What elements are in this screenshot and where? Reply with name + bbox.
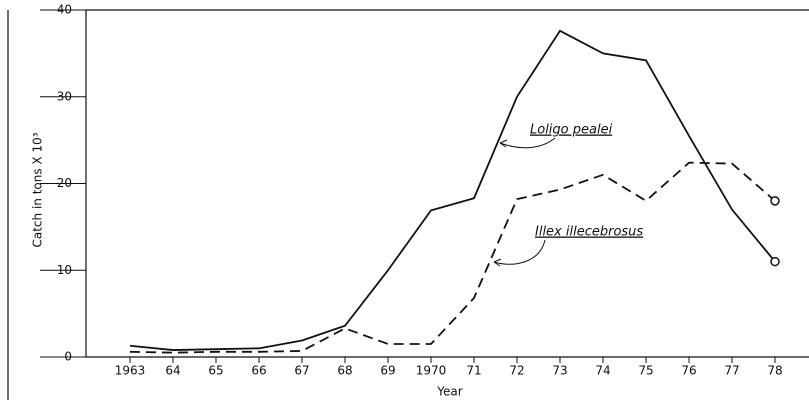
x-tick-label: 65 (208, 364, 223, 378)
end-marker (770, 256, 780, 267)
x-tick-label: 71 (466, 364, 481, 378)
y-tick-label: 0 (64, 350, 72, 364)
x-tick-label: 68 (337, 364, 352, 378)
annotation-arrow-head (493, 258, 502, 267)
x-tick-label: 66 (251, 364, 266, 378)
annotation-arrow (493, 239, 546, 265)
x-tick-label: 72 (509, 364, 524, 378)
y-tick-label: 10 (57, 263, 72, 277)
series-line (129, 29, 776, 351)
y-tick-label: 20 (57, 176, 72, 190)
annotation-arrow (499, 137, 556, 149)
x-tick-label: 69 (380, 364, 395, 378)
series-annotation: Illex illecebrosus (535, 225, 643, 240)
y-tick-label: 40 (57, 3, 72, 17)
series-line (129, 161, 776, 354)
x-tick-label: 67 (294, 364, 309, 378)
x-tick-label: 73 (552, 364, 567, 378)
x-axis-label: Year (436, 385, 462, 399)
x-tick-label: 76 (681, 364, 696, 378)
y-tick-label: 30 (57, 89, 72, 103)
end-marker (770, 196, 780, 206)
x-tick-label: 77 (724, 364, 739, 378)
x-tick-label: 1963 (115, 364, 146, 378)
x-tick-label: 78 (767, 364, 782, 378)
series-annotation: Loligo pealei (530, 123, 613, 138)
x-tick-label: 1970 (416, 364, 447, 378)
annotation-arrow-head (499, 139, 508, 148)
x-tick-label: 75 (638, 364, 653, 378)
y-axis-label: Catch in tons X 10³ (31, 132, 45, 247)
x-tick-label: 74 (595, 364, 610, 378)
x-tick-label: 64 (165, 364, 180, 378)
